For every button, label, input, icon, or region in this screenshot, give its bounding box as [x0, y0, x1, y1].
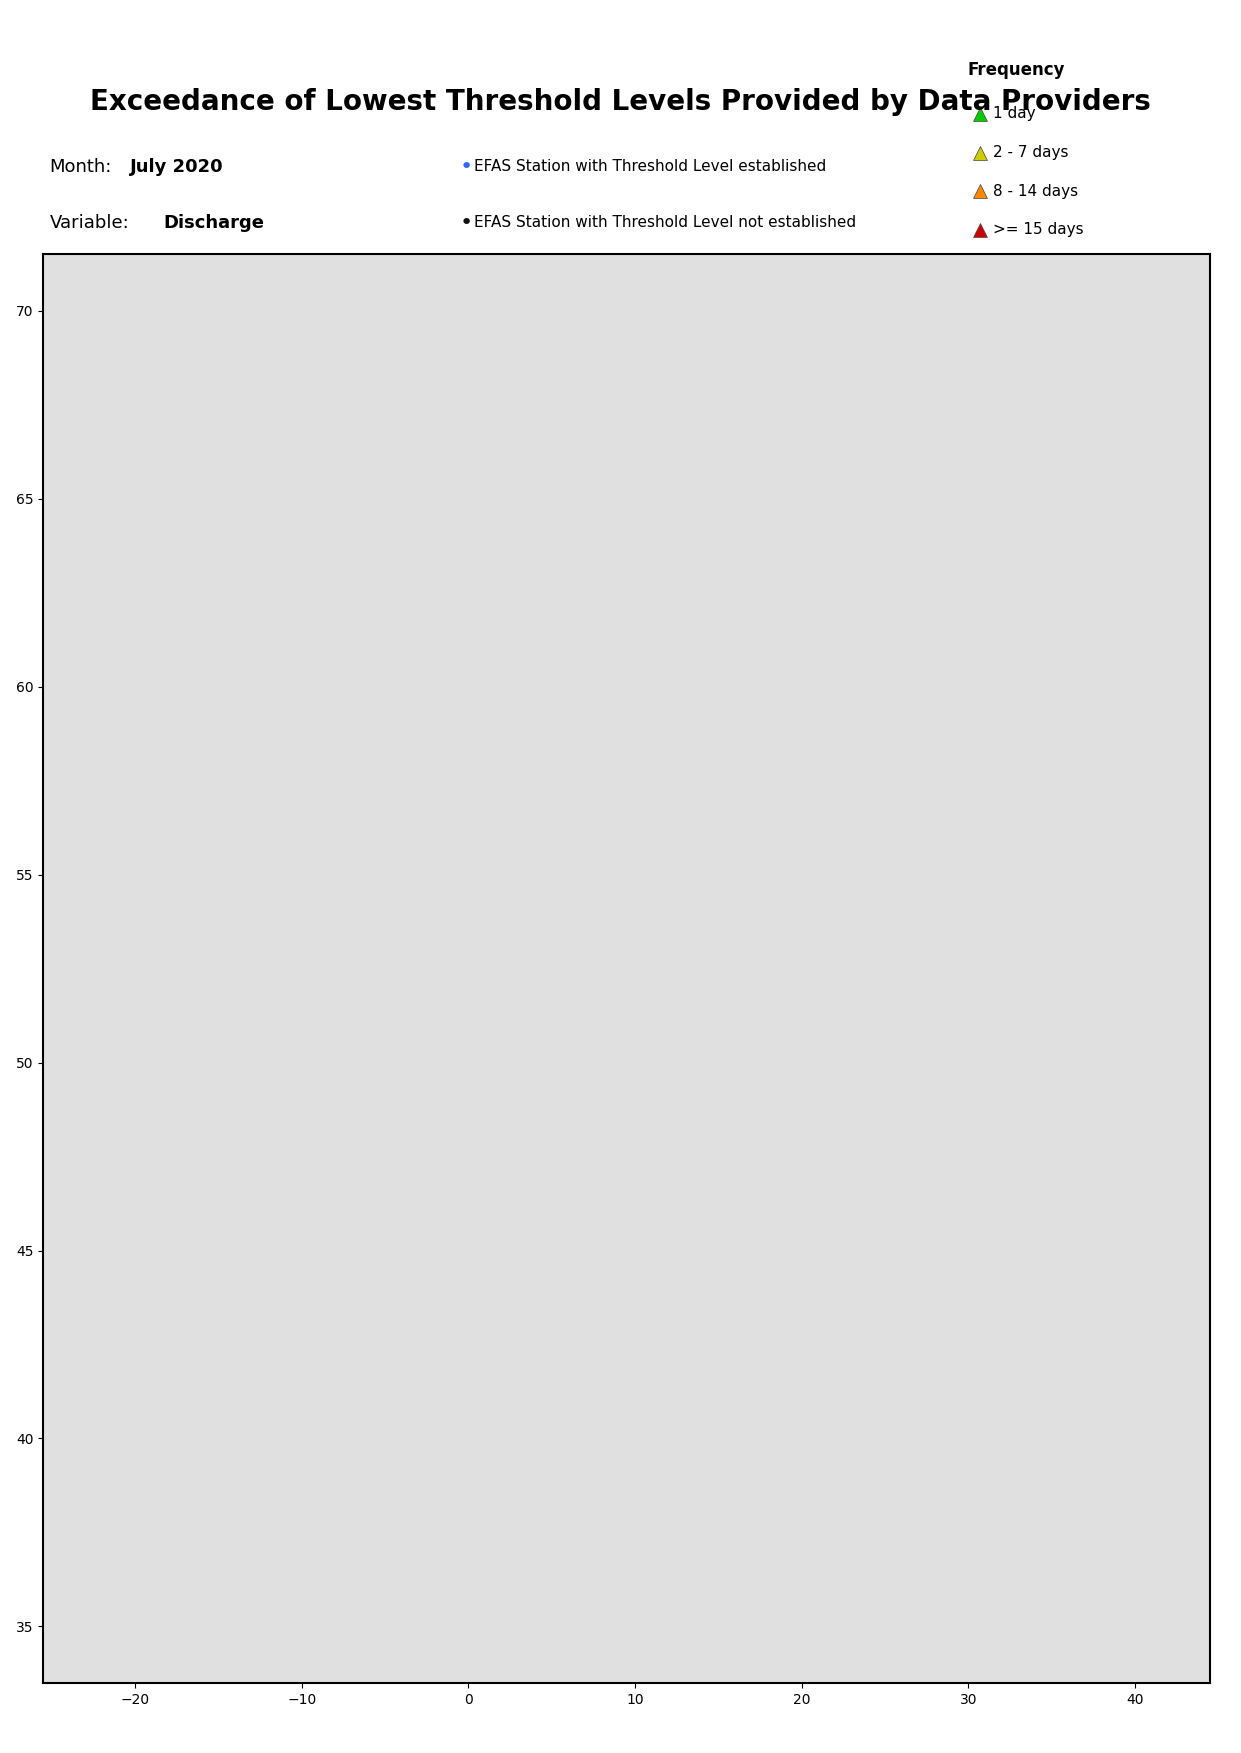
Text: Frequency: Frequency — [968, 61, 1066, 79]
Text: >= 15 days: >= 15 days — [993, 223, 1083, 237]
Text: 1 day: 1 day — [993, 107, 1035, 121]
Text: Discharge: Discharge — [164, 214, 264, 231]
Text: 2 - 7 days: 2 - 7 days — [993, 145, 1069, 160]
Text: EFAS Station with Threshold Level established: EFAS Station with Threshold Level establ… — [474, 160, 827, 174]
Text: Month:: Month: — [50, 158, 112, 175]
Text: 8 - 14 days: 8 - 14 days — [993, 184, 1078, 198]
Text: Exceedance of Lowest Threshold Levels Provided by Data Providers: Exceedance of Lowest Threshold Levels Pr… — [91, 88, 1150, 116]
Point — [970, 216, 990, 244]
Text: Variable:: Variable: — [50, 214, 129, 231]
Text: July 2020: July 2020 — [130, 158, 223, 175]
Text: •: • — [459, 212, 473, 233]
Text: EFAS Station with Threshold Level not established: EFAS Station with Threshold Level not es… — [474, 216, 856, 230]
Point — [970, 138, 990, 167]
Point — [970, 177, 990, 205]
Point — [970, 100, 990, 128]
Text: •: • — [459, 156, 473, 177]
